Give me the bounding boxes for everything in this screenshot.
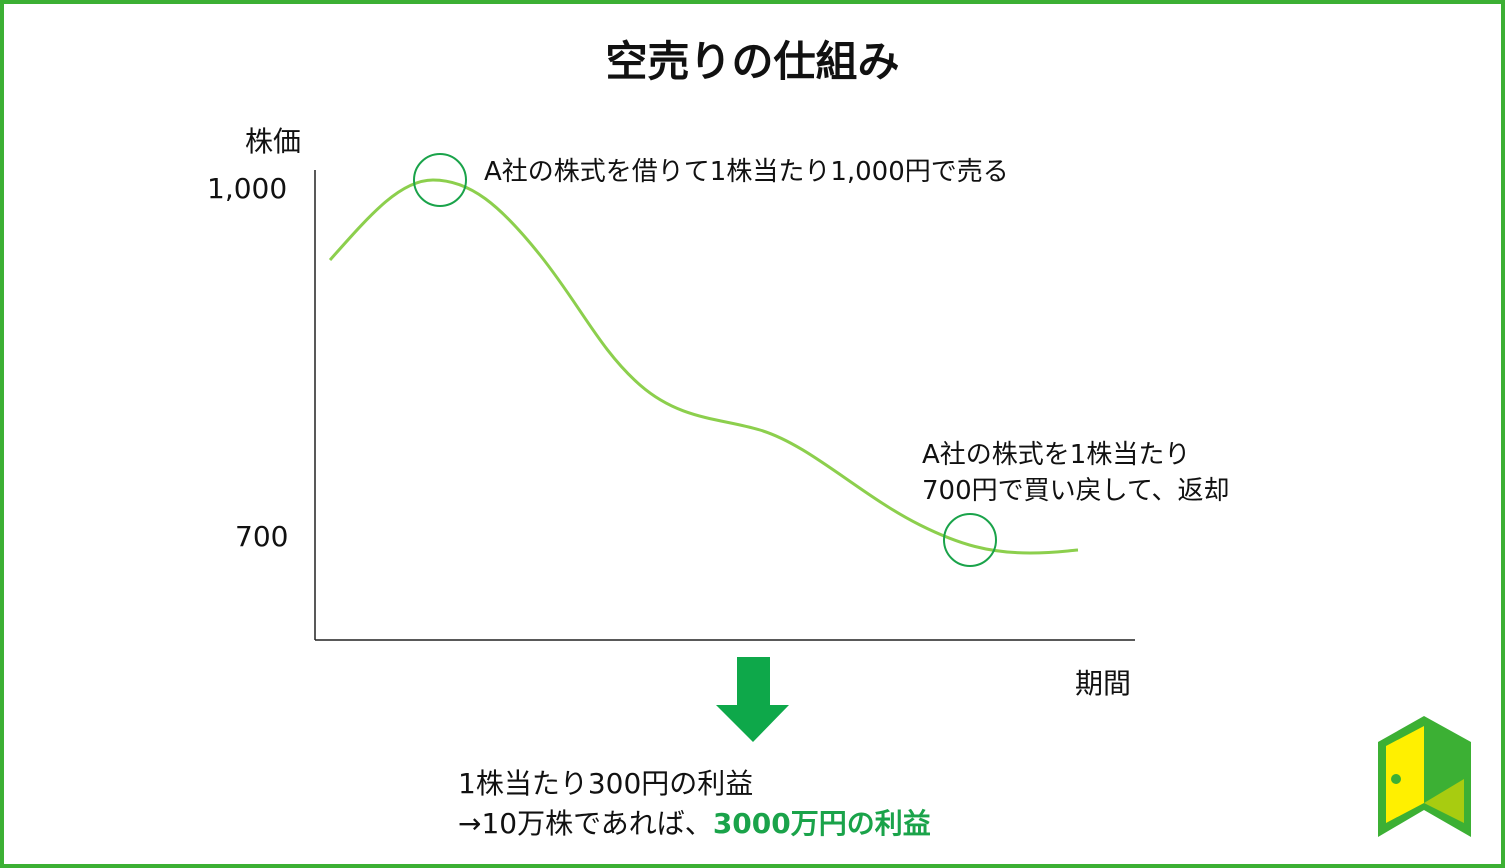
result-line1: 1株当たり300円の利益 bbox=[458, 767, 754, 800]
buyback-annotation-line2: 700円で買い戻して、返却 bbox=[922, 476, 1230, 506]
page-title: 空売りの仕組み bbox=[605, 37, 900, 86]
buyback-point-circle bbox=[943, 513, 997, 567]
result-line2: →10万株であれば、3000万円の利益 bbox=[458, 806, 931, 842]
price-curve bbox=[328, 178, 1079, 555]
y-tick-1000: 1,000 bbox=[207, 172, 288, 205]
result-line2-prefix: →10万株であれば、 bbox=[458, 807, 713, 840]
y-tick-700: 700 bbox=[235, 520, 289, 553]
result-highlight: 3000万円の利益 bbox=[712, 807, 931, 840]
sell-point-circle bbox=[413, 153, 467, 207]
buyback-annotation-line1: A社の株式を1株当たり bbox=[922, 440, 1191, 470]
sell-annotation: A社の株式を借りて1株当たり1,000円で売る bbox=[484, 157, 1009, 187]
x-axis-label: 期間 bbox=[1075, 667, 1132, 700]
open-door-logo bbox=[1378, 716, 1471, 837]
down-arrow-icon bbox=[716, 657, 789, 742]
y-axis-label: 株価 bbox=[245, 125, 302, 158]
